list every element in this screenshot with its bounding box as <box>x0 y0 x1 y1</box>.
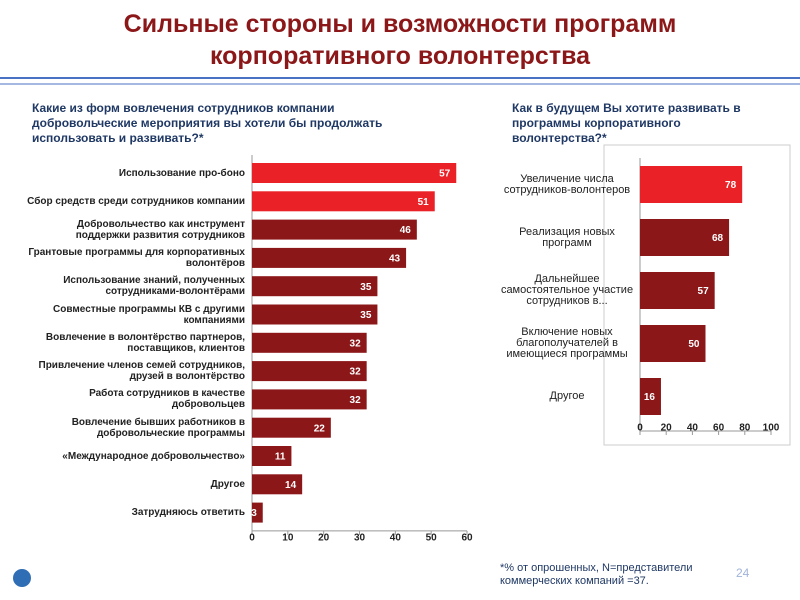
value-label: 46 <box>400 225 412 236</box>
value-label: 14 <box>285 480 297 491</box>
category-label: Реализация новых программ <box>519 225 615 249</box>
value-label: 32 <box>350 395 362 406</box>
category-label: Дальнейшее самостоятельное участие сотру… <box>500 273 634 307</box>
category-label: Включение новых благополучателей в имеющ… <box>506 326 628 360</box>
bar <box>252 276 378 297</box>
x-tick-label: 20 <box>318 533 330 544</box>
value-label: 11 <box>275 452 286 463</box>
category-label: Сбор средств среди сотрудников компании <box>27 195 245 207</box>
category-label: Использование знаний, полученных сотрудн… <box>63 275 245 298</box>
category-label: Привлечение членов семей сотрудников, др… <box>38 360 245 383</box>
bar <box>252 502 263 523</box>
chart-question: Как в будущем Вы хотите развивать в прог… <box>512 101 741 145</box>
x-tick-label: 0 <box>249 533 255 544</box>
bar <box>252 332 367 353</box>
category-label: Другое <box>549 390 585 402</box>
value-label: 50 <box>688 339 700 350</box>
chart-frame <box>603 144 791 446</box>
bar <box>252 474 303 495</box>
x-tick-label: 100 <box>763 423 780 434</box>
value-label: 3 <box>251 508 257 519</box>
x-tick-label: 60 <box>713 423 725 434</box>
category-label: Совместные программы КВ с другими компан… <box>53 303 245 326</box>
category-label: Вовлечение бывших работников в доброволь… <box>71 416 245 439</box>
slide-title: Сильные стороны и возможности программ к… <box>123 10 677 70</box>
category-label: Увеличение числа сотрудников-волонтеров <box>503 172 631 196</box>
value-label: 78 <box>725 180 737 191</box>
bar <box>252 247 407 268</box>
category-label: Вовлечение в волонтёрство партнеров, пос… <box>45 331 245 354</box>
value-label: 35 <box>360 310 372 321</box>
bar <box>640 219 730 256</box>
bar <box>252 361 367 382</box>
x-tick-label: 40 <box>687 423 699 434</box>
category-label: Другое <box>210 478 245 490</box>
x-tick-label: 0 <box>637 423 643 434</box>
value-label: 22 <box>314 423 326 434</box>
bar <box>252 446 292 466</box>
x-tick-label: 40 <box>390 533 402 544</box>
category-label: Работа сотрудников в качестве добровольц… <box>89 388 245 411</box>
bar <box>640 378 661 415</box>
value-label: 35 <box>360 282 372 293</box>
bar <box>640 166 743 203</box>
bar <box>252 389 367 410</box>
category-label: Затрудняюсь ответить <box>131 507 245 519</box>
x-tick-label: 60 <box>461 533 473 544</box>
x-tick-label: 80 <box>739 423 751 434</box>
value-label: 32 <box>350 338 362 349</box>
value-label: 57 <box>698 286 710 297</box>
value-label: 57 <box>439 169 451 180</box>
x-tick-label: 30 <box>354 533 366 544</box>
x-tick-label: 10 <box>282 533 294 544</box>
bar <box>252 163 457 183</box>
bar <box>252 191 435 212</box>
category-label: «Международное добровольчество» <box>62 450 245 462</box>
bar <box>252 219 417 240</box>
footnote: *% от опрошенных, N=представители коммер… <box>500 562 693 587</box>
bar <box>252 417 331 438</box>
x-tick-label: 50 <box>426 533 438 544</box>
x-tick-label: 20 <box>661 423 673 434</box>
value-label: 68 <box>712 233 724 244</box>
bar <box>640 272 715 309</box>
category-label: Грантовые программы для корпоративных во… <box>28 246 245 269</box>
value-label: 32 <box>350 367 362 378</box>
bar <box>252 304 378 325</box>
chart-question: Какие из форм вовлечения сотрудников ком… <box>32 101 383 145</box>
value-label: 43 <box>389 254 401 265</box>
logo <box>13 569 31 587</box>
bar <box>640 325 706 362</box>
value-label: 16 <box>644 392 656 403</box>
category-label: Использование про-боно <box>118 167 245 179</box>
page-number: 24 <box>736 566 750 580</box>
category-label: Добровольчество как инструмент поддержки… <box>75 218 245 241</box>
value-label: 51 <box>418 197 430 208</box>
